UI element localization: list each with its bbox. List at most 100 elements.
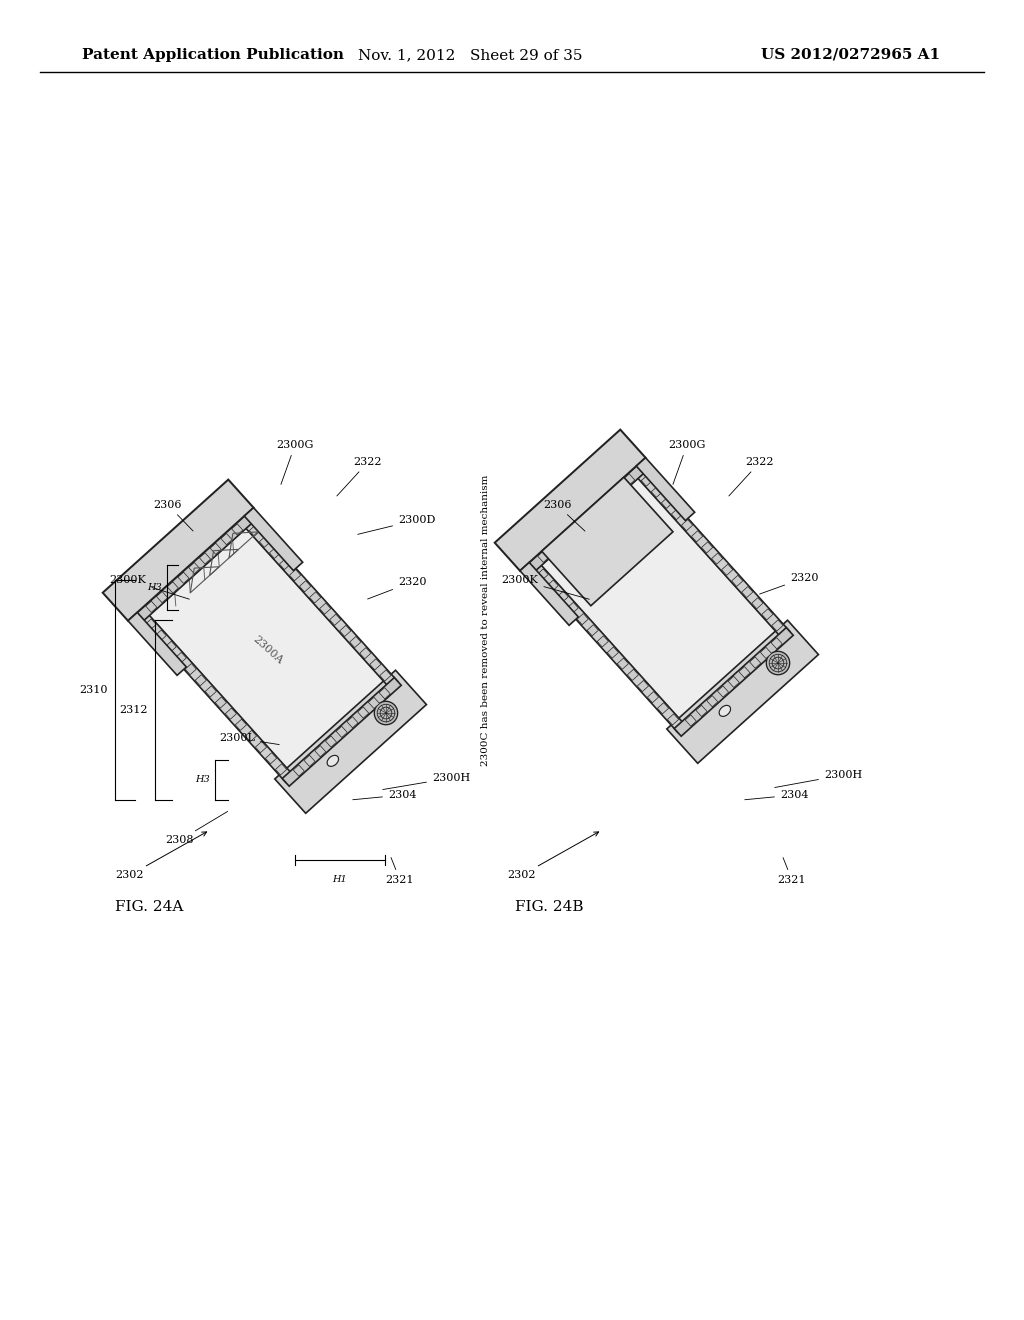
Polygon shape (283, 677, 401, 787)
Polygon shape (259, 536, 270, 548)
Polygon shape (771, 638, 782, 649)
Polygon shape (542, 478, 673, 606)
Polygon shape (636, 458, 694, 520)
Text: 2320: 2320 (368, 577, 427, 599)
Polygon shape (578, 614, 589, 624)
Polygon shape (613, 483, 624, 495)
Polygon shape (631, 463, 790, 639)
Polygon shape (336, 726, 347, 738)
Polygon shape (185, 664, 197, 675)
Text: 2304: 2304 (744, 789, 809, 800)
Text: Patent Application Publication: Patent Application Publication (82, 48, 344, 62)
Polygon shape (750, 657, 761, 668)
Polygon shape (221, 533, 232, 545)
Polygon shape (587, 624, 598, 636)
Text: 2300K: 2300K (502, 576, 590, 599)
Text: FIG. 24A: FIG. 24A (115, 900, 183, 913)
Polygon shape (155, 630, 166, 642)
Polygon shape (290, 570, 301, 581)
Text: 2300A: 2300A (251, 634, 285, 665)
Text: 2300K: 2300K (110, 576, 189, 599)
Polygon shape (728, 676, 739, 688)
Polygon shape (741, 586, 753, 598)
Polygon shape (293, 766, 304, 776)
Polygon shape (309, 591, 321, 603)
Polygon shape (165, 642, 176, 652)
Text: 2321: 2321 (386, 858, 415, 884)
Text: 2306: 2306 (154, 500, 194, 531)
Polygon shape (200, 553, 211, 564)
Text: H3: H3 (147, 583, 162, 593)
Polygon shape (637, 680, 648, 692)
Polygon shape (326, 737, 337, 747)
Polygon shape (150, 528, 387, 771)
Polygon shape (701, 543, 713, 553)
Polygon shape (255, 742, 266, 752)
Text: 2304: 2304 (352, 789, 417, 800)
Polygon shape (761, 647, 771, 659)
Polygon shape (752, 598, 763, 609)
Text: 2300C has been removed to reveal internal mechanism: 2300C has been removed to reveal interna… (480, 474, 489, 766)
Polygon shape (707, 696, 718, 706)
Polygon shape (280, 558, 291, 570)
Text: FIG. 24B: FIG. 24B (515, 900, 584, 913)
Polygon shape (369, 697, 380, 709)
Circle shape (766, 651, 790, 675)
Polygon shape (722, 564, 733, 576)
Polygon shape (269, 548, 281, 558)
Text: 2300D: 2300D (357, 515, 435, 535)
Polygon shape (696, 705, 708, 717)
Polygon shape (537, 569, 548, 579)
Polygon shape (379, 688, 390, 698)
Text: 2302: 2302 (116, 832, 207, 880)
Polygon shape (668, 714, 679, 725)
Polygon shape (657, 702, 669, 714)
Text: 2320: 2320 (760, 573, 818, 594)
Polygon shape (205, 686, 216, 697)
Polygon shape (299, 581, 310, 591)
Polygon shape (275, 764, 287, 775)
Ellipse shape (327, 755, 339, 767)
Text: 2312: 2312 (120, 705, 148, 715)
Polygon shape (225, 708, 237, 719)
Polygon shape (157, 591, 168, 603)
Polygon shape (145, 619, 157, 630)
Polygon shape (236, 719, 247, 730)
Polygon shape (128, 612, 186, 676)
Text: 2306: 2306 (543, 500, 585, 531)
Polygon shape (581, 512, 592, 524)
Text: 2310: 2310 (80, 685, 108, 696)
Polygon shape (340, 626, 351, 636)
Polygon shape (210, 543, 221, 554)
Polygon shape (319, 603, 331, 614)
Polygon shape (607, 647, 618, 659)
Polygon shape (641, 475, 652, 486)
Polygon shape (559, 532, 570, 543)
Polygon shape (246, 730, 257, 742)
Circle shape (375, 701, 397, 725)
Polygon shape (304, 755, 315, 767)
Polygon shape (682, 520, 692, 531)
Polygon shape (674, 627, 794, 737)
Polygon shape (651, 486, 663, 498)
Text: 2308: 2308 (166, 812, 227, 845)
Polygon shape (617, 659, 629, 669)
Polygon shape (314, 746, 326, 756)
Text: H1: H1 (333, 875, 347, 884)
Polygon shape (647, 692, 658, 702)
Polygon shape (239, 513, 397, 689)
Polygon shape (231, 524, 243, 535)
Polygon shape (712, 553, 723, 564)
Polygon shape (330, 614, 341, 626)
Polygon shape (772, 620, 783, 631)
Text: 2302: 2302 (508, 832, 599, 880)
Text: 2300G: 2300G (669, 440, 706, 484)
Text: 2300H: 2300H (775, 770, 862, 788)
Polygon shape (350, 636, 360, 648)
Text: Nov. 1, 2012   Sheet 29 of 35: Nov. 1, 2012 Sheet 29 of 35 (357, 48, 583, 62)
Polygon shape (245, 508, 303, 570)
Polygon shape (274, 671, 426, 813)
Polygon shape (602, 494, 613, 504)
Polygon shape (662, 498, 673, 508)
Polygon shape (557, 591, 568, 602)
